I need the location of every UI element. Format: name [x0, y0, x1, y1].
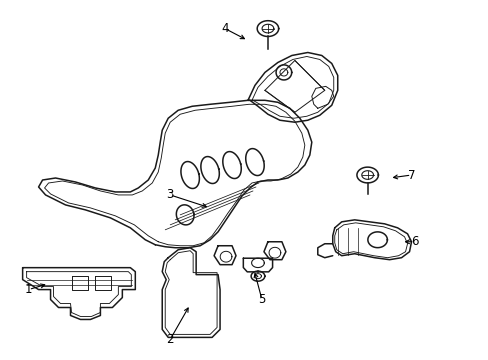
Text: 6: 6 — [410, 235, 417, 248]
Text: 7: 7 — [407, 168, 414, 181]
Text: 2: 2 — [166, 333, 174, 346]
Text: 5: 5 — [258, 293, 265, 306]
Text: 1: 1 — [25, 283, 32, 296]
Text: 4: 4 — [221, 22, 228, 35]
Text: 3: 3 — [166, 188, 174, 202]
